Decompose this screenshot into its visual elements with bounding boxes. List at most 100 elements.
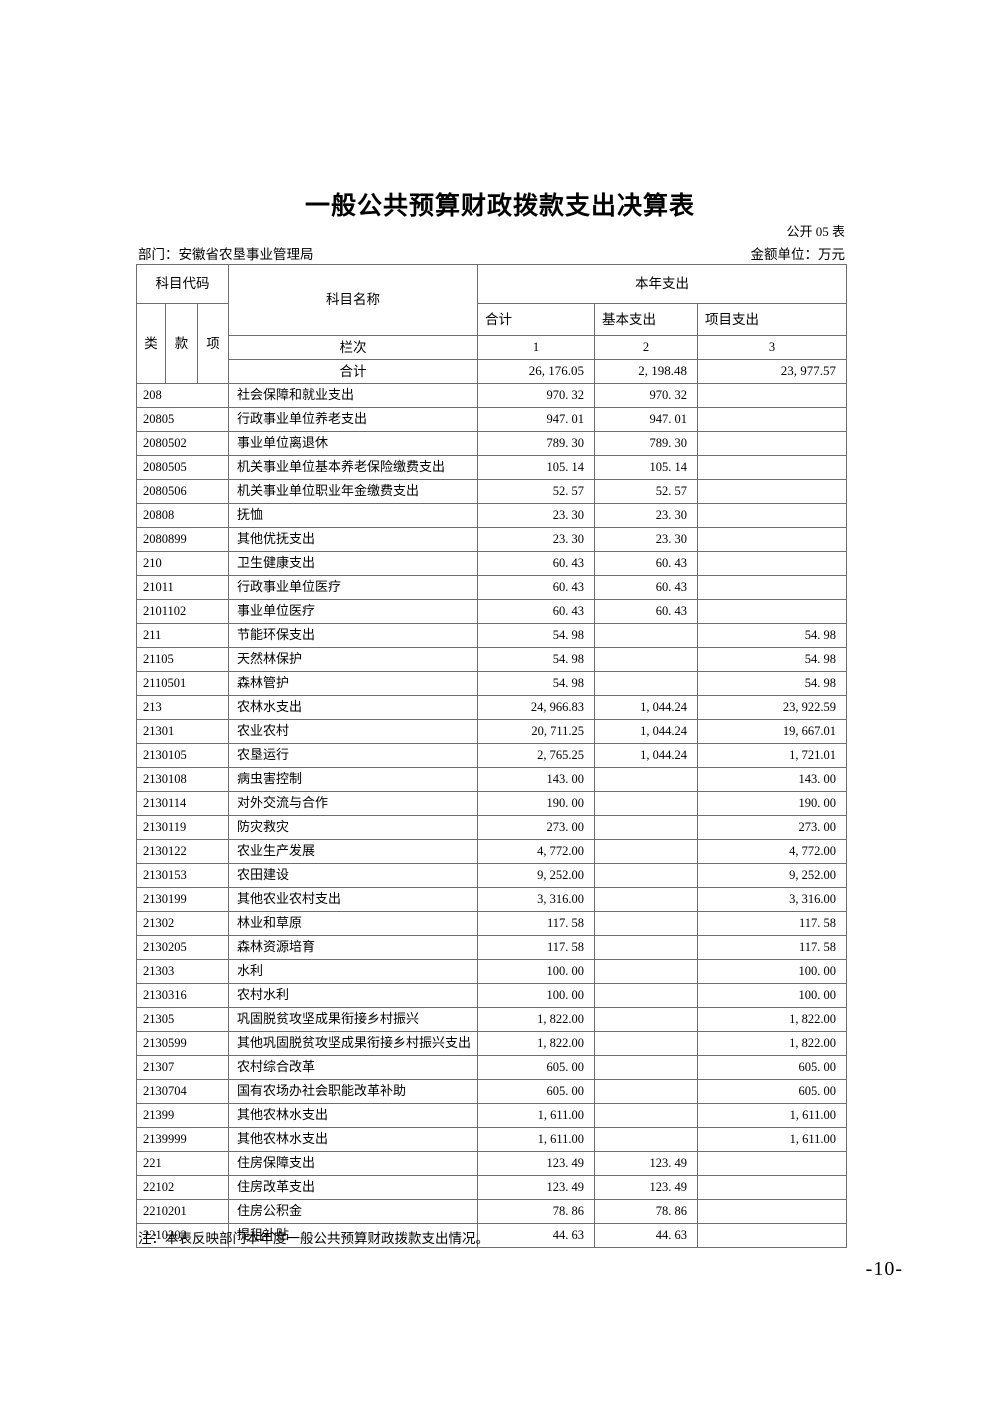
cell-total: 123. 49	[477, 1151, 596, 1176]
cell-name: 林业和草原	[228, 911, 479, 936]
cell-basic	[594, 1103, 699, 1128]
table-row: 21303 水利 100. 00 100. 00	[135, 959, 848, 984]
cell-project	[697, 431, 848, 456]
header-row-2: 类 款 项 合计 基本支出 项目支出	[136, 303, 848, 384]
header-name-col: 科目名称	[228, 264, 479, 336]
cell-total: 23. 30	[477, 503, 596, 528]
cell-project	[697, 1151, 848, 1176]
table-row: 2130108 病虫害控制 143. 00 143. 00	[135, 767, 848, 792]
table-row: 2130199 其他农业农村支出 3, 316.00 3, 316.00	[135, 887, 848, 912]
cell-total: 1, 611.00	[477, 1103, 596, 1128]
cell-code: 2130119	[135, 815, 230, 840]
cell-basic	[594, 623, 699, 648]
cell-name: 其他农林水支出	[228, 1127, 479, 1152]
table-row: 21399 其他农林水支出 1, 611.00 1, 611.00	[135, 1103, 848, 1128]
cell-code: 2080506	[135, 479, 230, 504]
cell-name: 农业生产发展	[228, 839, 479, 864]
cell-basic: 123. 49	[594, 1151, 699, 1176]
cell-basic: 52. 57	[594, 479, 699, 504]
table-row: 2130316 农村水利 100. 00 100. 00	[135, 983, 848, 1008]
cell-project: 605. 00	[697, 1079, 848, 1104]
page-title: 一般公共预算财政拨款支出决算表	[304, 191, 695, 220]
table-row: 213 农林水支出 24, 966.83 1, 044.24 23, 922.59	[135, 695, 848, 720]
cell-project: 100. 00	[697, 959, 848, 984]
cell-code: 2080899	[135, 527, 230, 552]
table-row: 2080506 机关事业单位职业年金缴费支出 52. 57 52. 57	[135, 479, 848, 504]
header-code-group: 科目代码	[135, 264, 230, 304]
cell-total: 54. 98	[477, 671, 596, 696]
cell-name: 农田建设	[228, 863, 479, 888]
amount-unit: 金额单位：万元	[750, 247, 846, 262]
cell-basic	[594, 959, 699, 984]
header-sub-kuan: 款	[165, 303, 198, 384]
cell-name: 提租补贴	[228, 1223, 479, 1248]
cell-name: 森林资源培育	[228, 935, 479, 960]
cell-total: 273. 00	[477, 815, 596, 840]
table-head: 科目代码 科目名称 本年支出 类 款 项 合计 基本支出 项目支出 栏次 1 2…	[135, 264, 848, 384]
cell-project: 100. 00	[697, 983, 848, 1008]
cell-basic	[594, 1007, 699, 1032]
cell-code: 2139999	[135, 1127, 230, 1152]
cell-basic: 1, 044.24	[594, 743, 699, 768]
cell-code: 211	[135, 623, 230, 648]
table-row: 2101102 事业单位医疗 60. 43 60. 43	[135, 599, 848, 624]
cell-code: 2110501	[135, 671, 230, 696]
cell-total: 1, 822.00	[477, 1007, 596, 1032]
table-row: 21011 行政事业单位医疗 60. 43 60. 43	[135, 575, 848, 600]
cell-name: 农村水利	[228, 983, 479, 1008]
cell-name: 抚恤	[228, 503, 479, 528]
table-row: 2130153 农田建设 9, 252.00 9, 252.00	[135, 863, 848, 888]
table-row: 21301 农业农村 20, 711.25 1, 044.24 19, 667.01	[135, 719, 848, 744]
cell-total: 44. 63	[477, 1223, 596, 1248]
cell-code: 2130205	[135, 935, 230, 960]
department-label: 部门：安徽省农垦事业管理局	[138, 247, 314, 262]
footer-note: 注：本表反映部门本年度一般公共预算财政拨款支出情况。	[138, 1231, 489, 1246]
cell-project: 1, 822.00	[697, 1031, 848, 1056]
cell-basic: 23. 30	[594, 527, 699, 552]
cell-code: 21011	[135, 575, 230, 600]
table-row: 21307 农村综合改革 605. 00 605. 00	[135, 1055, 848, 1080]
table-row: 2080899 其他优抚支出 23. 30 23. 30	[135, 527, 848, 552]
cell-project	[697, 455, 848, 480]
cell-basic	[594, 815, 699, 840]
cell-project: 9, 252.00	[697, 863, 848, 888]
cell-project: 1, 611.00	[697, 1127, 848, 1152]
header-total-label: 合计	[228, 359, 479, 384]
cell-basic	[594, 863, 699, 888]
cell-total: 23. 30	[477, 527, 596, 552]
cell-name: 住房改革支出	[228, 1175, 479, 1200]
cell-code: 2210201	[135, 1199, 230, 1224]
cell-code: 2210202	[135, 1223, 230, 1248]
cell-total: 78. 86	[477, 1199, 596, 1224]
header-lanci-1: 1	[477, 335, 596, 360]
cell-total: 105. 14	[477, 455, 596, 480]
cell-total: 947. 01	[477, 407, 596, 432]
cell-code: 210	[135, 551, 230, 576]
form-number: 公开 05 表	[786, 224, 845, 239]
cell-total: 2, 765.25	[477, 743, 596, 768]
table-row: 22102 住房改革支出 123. 49 123. 49	[135, 1175, 848, 1200]
cell-code: 21303	[135, 959, 230, 984]
header-lanci-2: 2	[594, 335, 699, 360]
cell-name: 森林管护	[228, 671, 479, 696]
cell-total: 52. 57	[477, 479, 596, 504]
cell-project	[697, 1175, 848, 1200]
table-body: 208 社会保障和就业支出 970. 32 970. 32 20805 行政事业单位养老支…	[135, 383, 848, 1248]
cell-code: 2130105	[135, 743, 230, 768]
cell-name: 机关事业单位基本养老保险缴费支出	[228, 455, 479, 480]
cell-total: 100. 00	[477, 959, 596, 984]
cell-code: 2130199	[135, 887, 230, 912]
cell-basic	[594, 911, 699, 936]
cell-basic	[594, 1031, 699, 1056]
cell-code: 2130599	[135, 1031, 230, 1056]
cell-total: 4, 772.00	[477, 839, 596, 864]
cell-basic	[594, 671, 699, 696]
header-year-group: 本年支出	[477, 264, 848, 304]
cell-code: 21399	[135, 1103, 230, 1128]
cell-project	[697, 479, 848, 504]
cell-project: 117. 58	[697, 935, 848, 960]
cell-code: 21105	[135, 647, 230, 672]
cell-project	[697, 527, 848, 552]
table-row: 2080502 事业单位离退休 789. 30 789. 30	[135, 431, 848, 456]
